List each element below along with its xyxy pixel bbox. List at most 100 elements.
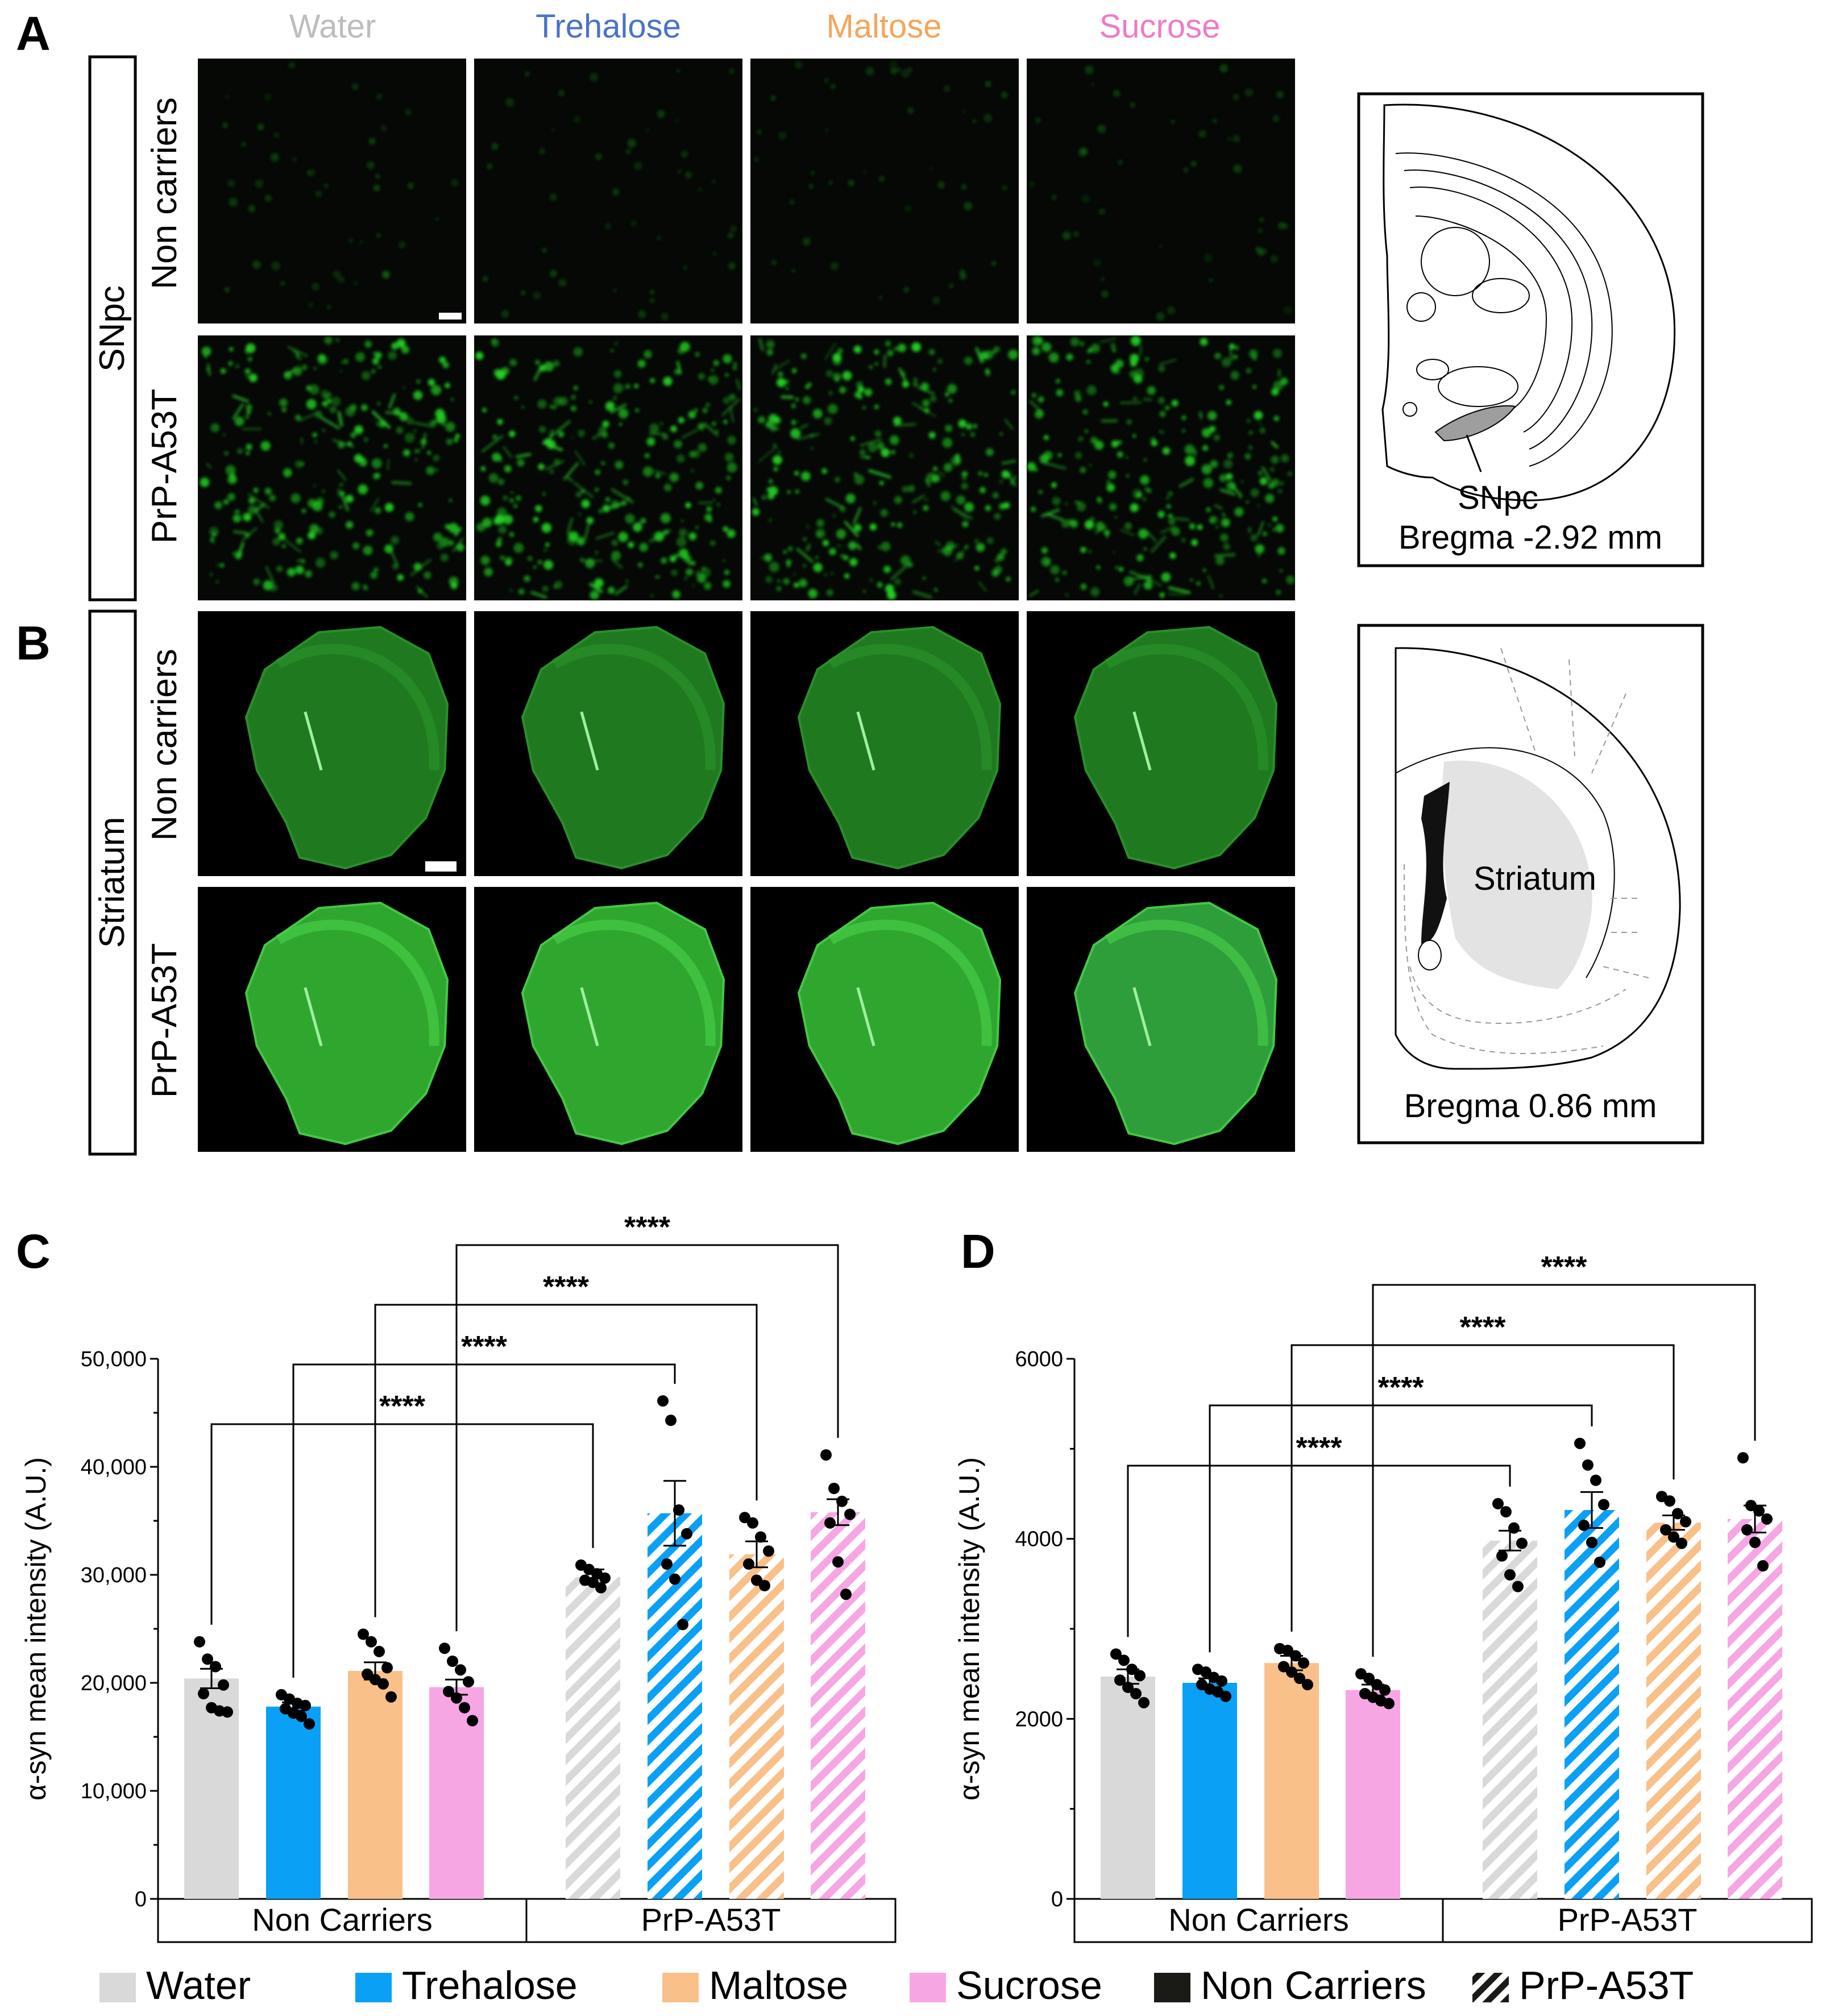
- bar-a53t-water: [566, 1577, 620, 1899]
- chart-panel-d: 0 2000 4000 6000 α-syn mean intensity (A.U.)…: [953, 1251, 1813, 1943]
- data-point: [467, 1715, 478, 1727]
- data-point: [1220, 1690, 1231, 1702]
- chart-panel-c: 0 10,000 20,000 30,000 40,000 50,000 α-syn mea…: [20, 1211, 897, 1943]
- significance-bracket: [1209, 1404, 1593, 1653]
- y-axis-label: α-syn mean intensity (A.U.): [20, 1457, 52, 1801]
- significance-label: ****: [1541, 1251, 1588, 1284]
- micrograph-snpc-noncarriers-trehalose: [474, 59, 742, 323]
- legend-swatch-non-carriers: [1154, 1973, 1190, 2002]
- data-point: [304, 1718, 315, 1730]
- data-point: [763, 1545, 774, 1557]
- data-point: [1745, 1500, 1757, 1512]
- data-point: [840, 1588, 852, 1600]
- legend-swatch-maltose: [662, 1973, 699, 2002]
- data-point: [836, 1495, 848, 1507]
- micrograph-snpc-noncarriers-maltose: [750, 59, 1019, 323]
- group-label-noncarriers: Non Carriers: [1168, 1902, 1348, 1938]
- data-point: [832, 1556, 844, 1568]
- data-point: [366, 1636, 377, 1648]
- legend-label-water: Water: [146, 1963, 251, 2007]
- data-point: [218, 1679, 229, 1691]
- atlas-label-striatum: Striatum: [1474, 860, 1596, 897]
- bar-a53t-maltose: [729, 1554, 784, 1899]
- legend-label-maltose: Maltose: [709, 1963, 848, 2007]
- data-point: [1126, 1664, 1138, 1675]
- micrograph-striatum-noncarriers-maltose: [750, 611, 1019, 876]
- bar-a53t-maltose: [1646, 1523, 1701, 1899]
- data-point: [1574, 1437, 1586, 1449]
- data-point: [1660, 1524, 1671, 1536]
- column-header-trehalose: Trehalose: [536, 8, 681, 45]
- data-point: [1110, 1648, 1122, 1660]
- snpc-row-label-a53t: PrP-A53T: [145, 389, 184, 544]
- data-point: [1578, 1519, 1590, 1531]
- data-point: [451, 1692, 462, 1704]
- significance-label: ****: [624, 1211, 671, 1244]
- group-label-noncarriers: Non Carriers: [252, 1902, 432, 1938]
- data-point: [1290, 1650, 1301, 1662]
- striatum-region-label: Striatum: [93, 817, 132, 948]
- y-tick-label: 4000: [1015, 1528, 1063, 1552]
- data-point: [1761, 1513, 1773, 1525]
- data-point: [1298, 1657, 1309, 1669]
- bar-noncarriers-trehalose: [266, 1706, 321, 1899]
- data-point: [1130, 1688, 1142, 1699]
- data-point: [1590, 1474, 1601, 1486]
- bar-a53t-trehalose: [648, 1513, 702, 1899]
- data-point: [1757, 1560, 1769, 1572]
- data-point: [1286, 1666, 1297, 1678]
- column-header-maltose: Maltose: [826, 8, 941, 45]
- data-point: [824, 1517, 836, 1529]
- data-point: [459, 1702, 470, 1714]
- data-point: [1582, 1459, 1594, 1471]
- data-point: [1138, 1696, 1150, 1708]
- micrograph-striatum-a53t-water: [198, 887, 466, 1152]
- micrograph-striatum-noncarriers-trehalose: [474, 611, 742, 876]
- bar-noncarriers-maltose: [1264, 1663, 1319, 1899]
- legend-label-prp-a53t: PrP-A53T: [1519, 1963, 1694, 2007]
- micrograph-snpc-a53t-water: [198, 335, 466, 600]
- y-tick-label: 0: [135, 1888, 147, 1911]
- data-point: [1114, 1674, 1126, 1686]
- data-point: [1383, 1698, 1395, 1710]
- data-point: [587, 1577, 599, 1588]
- data-point: [1371, 1679, 1383, 1691]
- y-tick-label: 50,000: [81, 1347, 147, 1371]
- data-point: [1668, 1531, 1679, 1543]
- significance-label: ****: [543, 1271, 590, 1304]
- data-point: [1664, 1495, 1675, 1507]
- data-point: [455, 1664, 466, 1676]
- data-point: [844, 1508, 856, 1520]
- micrograph-snpc-a53t-trehalose: [474, 335, 742, 600]
- striatum-region-box: [88, 609, 137, 1156]
- panel-label-b: B: [16, 616, 51, 670]
- bar-noncarriers-sucrose: [1346, 1690, 1400, 1899]
- data-point: [1118, 1654, 1130, 1666]
- y-tick-label: 20,000: [81, 1671, 147, 1695]
- legend-label-sucrose: Sucrose: [956, 1963, 1102, 2007]
- data-point: [599, 1572, 611, 1584]
- data-point: [747, 1517, 758, 1529]
- data-point: [759, 1580, 770, 1591]
- column-header-sucrose: Sucrose: [1099, 8, 1221, 45]
- micrograph-striatum-noncarriers-water: [198, 611, 466, 876]
- significance-label: ****: [1460, 1311, 1507, 1344]
- data-point: [1594, 1556, 1605, 1568]
- atlas-diagram-striatum: Striatum Bregma 0.86 mm: [1357, 624, 1704, 1144]
- data-point: [755, 1531, 766, 1543]
- data-point: [1216, 1675, 1227, 1687]
- legend-swatch-trehalose: [355, 1973, 392, 2002]
- data-point: [362, 1668, 373, 1680]
- bar-noncarriers-water: [1101, 1676, 1155, 1899]
- significance-bracket: [1290, 1344, 1675, 1632]
- data-point: [443, 1686, 454, 1698]
- atlas-caption-striatum: Bregma 0.86 mm: [1404, 1088, 1657, 1125]
- data-point: [677, 1619, 688, 1631]
- atlas-label-snpc: SNpc: [1458, 479, 1538, 516]
- data-point: [202, 1653, 213, 1665]
- legend-label-non-carriers: Non Carriers: [1201, 1963, 1426, 2007]
- atlas-caption-snpc: Bregma -2.92 mm: [1399, 519, 1662, 556]
- y-tick-label: 6000: [1015, 1347, 1063, 1371]
- legend-swatch-sucrose: [910, 1973, 946, 2002]
- snpc-row-label-noncarriers: Non carriers: [145, 97, 184, 289]
